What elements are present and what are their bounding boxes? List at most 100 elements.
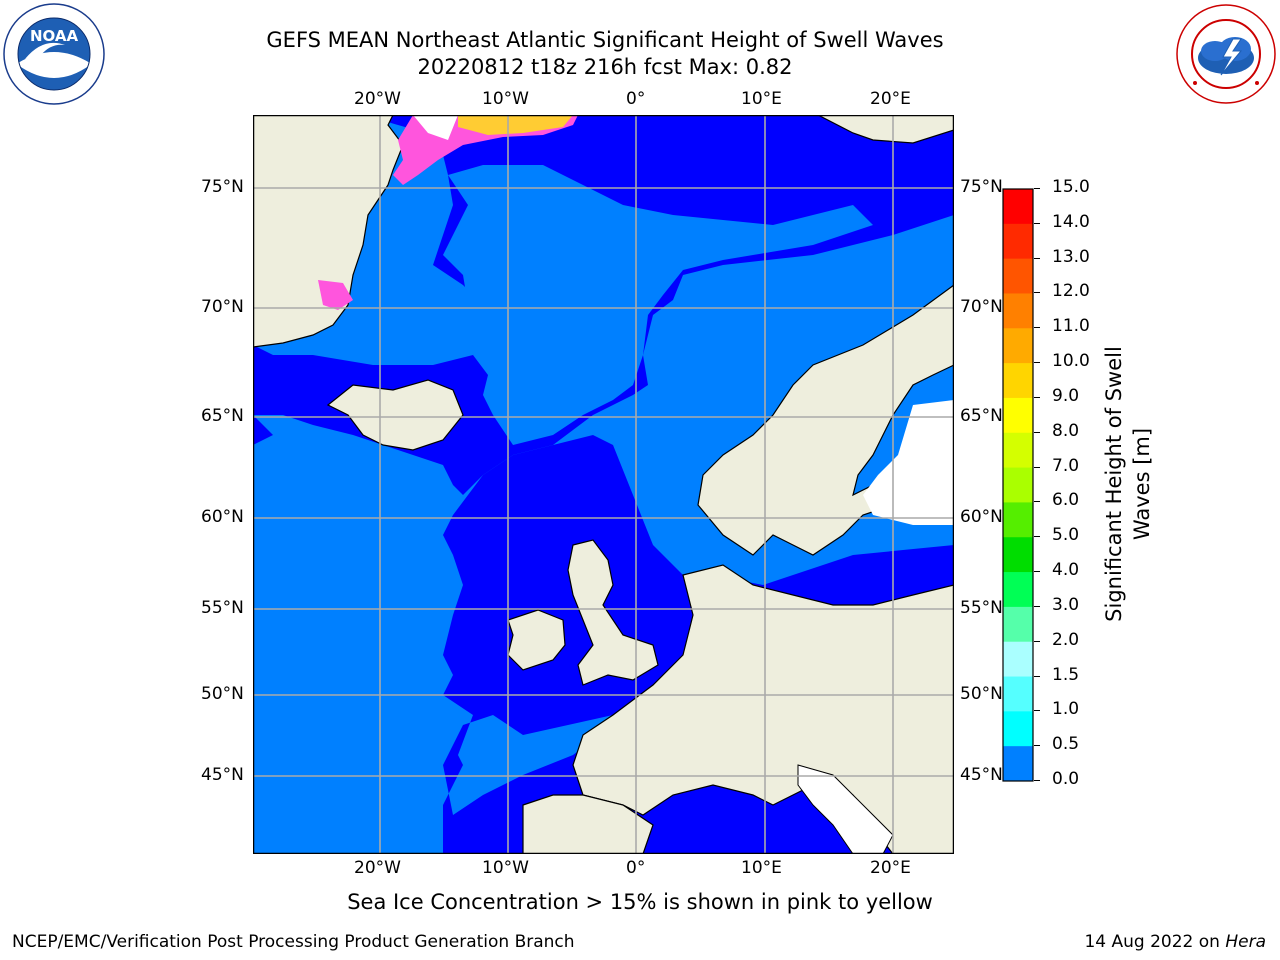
ireland-land <box>507 609 566 671</box>
colorbar-segment <box>1003 432 1033 469</box>
colorbar-label: Significant Height of Swell Waves [m] <box>1102 346 1154 622</box>
colorbar-tick-mark <box>1034 571 1040 573</box>
lat-label-right-70n: 70°N <box>960 297 1003 317</box>
colorbar-segment <box>1003 537 1033 573</box>
colorbar-segment <box>1003 606 1033 643</box>
lat-label-left-70n: 70°N <box>201 297 244 317</box>
lon-label-bottom-20e: 20°E <box>870 858 911 878</box>
colorbar-tick-label: 10.0 <box>1052 351 1090 372</box>
footer-machine: Hera <box>1225 932 1266 952</box>
lon-label-bottom-0: 0° <box>626 858 646 878</box>
colorbar-tick-mark <box>1034 431 1040 433</box>
lat-label-left-55n: 55°N <box>201 598 244 618</box>
baltic-region <box>863 400 954 525</box>
colorbar-segment <box>1003 189 1033 225</box>
noaa-logo: NOAA <box>3 3 105 105</box>
colorbar-tick-mark <box>1034 188 1040 189</box>
lat-label-right-55n: 55°N <box>960 598 1003 618</box>
colorbar-segment <box>1003 223 1033 260</box>
colorbar-tick-label: 3.0 <box>1052 594 1080 615</box>
colorbar-tick-label: 1.5 <box>1052 664 1080 685</box>
map-panel[interactable] <box>252 114 955 855</box>
lat-label-left-60n: 60°N <box>201 507 244 527</box>
colorbar-tick-label: 13.0 <box>1052 246 1090 267</box>
lat-label-right-50n: 50°N <box>960 684 1003 704</box>
colorbar-tick-mark <box>1034 362 1040 364</box>
colorbar-segment <box>1003 641 1033 678</box>
sea-ice-east-greenland <box>318 280 353 310</box>
sea-ice-open <box>413 115 458 140</box>
colorbar-tick-label: 9.0 <box>1052 385 1080 406</box>
lon-label-top-20w: 20°W <box>354 89 401 109</box>
colorbar <box>1002 188 1034 782</box>
colorbar-segment <box>1003 258 1033 294</box>
colorbar-tick-label: 15.0 <box>1052 177 1090 197</box>
lat-label-left-65n: 65°N <box>201 406 244 426</box>
colorbar-tick-mark <box>1034 501 1040 503</box>
lat-label-right-45n: 45°N <box>960 765 1003 785</box>
colorbar-segment <box>1003 363 1033 399</box>
colorbar-segment <box>1003 502 1033 538</box>
lon-label-top-20e: 20°E <box>870 89 911 109</box>
colorbar-tick-label: 4.0 <box>1052 560 1080 581</box>
colorbar-tick-label: 1.0 <box>1052 699 1080 720</box>
lat-label-left-75n: 75°N <box>201 177 244 197</box>
colorbar-tick-mark <box>1034 222 1040 224</box>
colorbar-tick-mark <box>1034 327 1040 329</box>
lon-label-top-0: 0° <box>626 89 646 109</box>
colorbar-segment <box>1003 746 1033 782</box>
footer-right: 14 Aug 2022 on Hera <box>1084 932 1266 952</box>
colorbar-tick-label: 0.0 <box>1052 769 1080 789</box>
chart-subtitle: 20220812 t18z 216h fcst Max: 0.82 <box>417 55 793 79</box>
lon-label-bottom-10w: 10°W <box>482 858 529 878</box>
colorbar-segment <box>1003 572 1033 608</box>
lat-label-right-65n: 65°N <box>960 406 1003 426</box>
noaa-logo-text: NOAA <box>30 27 79 45</box>
colorbar-segment <box>1003 711 1033 747</box>
europe-land <box>572 564 955 855</box>
colorbar-tick-label: 6.0 <box>1052 490 1080 511</box>
colorbar-tick-label: 7.0 <box>1052 455 1080 476</box>
colorbar-tick-mark <box>1034 745 1040 747</box>
chart-title: GEFS MEAN Northeast Atlantic Significant… <box>266 28 944 52</box>
iceland-land <box>326 379 464 451</box>
lon-label-bottom-10e: 10°E <box>741 858 782 878</box>
colorbar-tick-mark <box>1034 466 1040 468</box>
colorbar-tick-label: 14.0 <box>1052 211 1090 232</box>
lat-label-right-60n: 60°N <box>960 507 1003 527</box>
colorbar-tick-mark <box>1034 396 1040 398</box>
footer-left: NCEP/EMC/Verification Post Processing Pr… <box>12 932 575 952</box>
colorbar-tick-label: 8.0 <box>1052 420 1080 441</box>
colorbar-segment <box>1003 397 1033 434</box>
colorbar-tick-mark <box>1034 675 1040 677</box>
footer-date: 14 Aug 2022 on <box>1084 932 1226 952</box>
colorbar-tick-label: 11.0 <box>1052 316 1090 337</box>
map-frame <box>252 114 955 855</box>
colorbar-tick-mark <box>1034 605 1040 607</box>
colorbar-tick-mark <box>1034 536 1040 538</box>
lat-label-right-75n: 75°N <box>960 177 1003 197</box>
lat-label-left-45n: 45°N <box>201 765 244 785</box>
colorbar-tick-label: 2.0 <box>1052 629 1080 650</box>
sea-ice-high <box>458 115 573 135</box>
colorbar-svg <box>1002 188 1034 782</box>
nws-logo <box>1175 3 1277 105</box>
colorbar-tick-mark <box>1034 780 1040 781</box>
colorbar-tick-mark <box>1034 710 1040 712</box>
lon-label-bottom-20w: 20°W <box>354 858 401 878</box>
colorbar-segment <box>1003 467 1033 503</box>
map-gridlines <box>253 115 954 854</box>
colorbar-tick-mark <box>1034 640 1040 642</box>
lon-label-top-10w: 10°W <box>482 89 529 109</box>
colorbar-segment <box>1003 676 1033 712</box>
colorbar-tick-mark <box>1034 257 1040 259</box>
colorbar-tick-mark <box>1034 292 1040 294</box>
colorbar-frame <box>1002 188 1034 782</box>
greenland-land <box>252 114 404 348</box>
colorbar-tick-label: 12.0 <box>1052 281 1090 302</box>
lon-label-top-10e: 10°E <box>741 89 782 109</box>
lat-label-left-50n: 50°N <box>201 684 244 704</box>
colorbar-tick-label: 0.5 <box>1052 734 1080 755</box>
colorbar-segment <box>1003 328 1033 364</box>
colorbar-segment <box>1003 293 1033 329</box>
